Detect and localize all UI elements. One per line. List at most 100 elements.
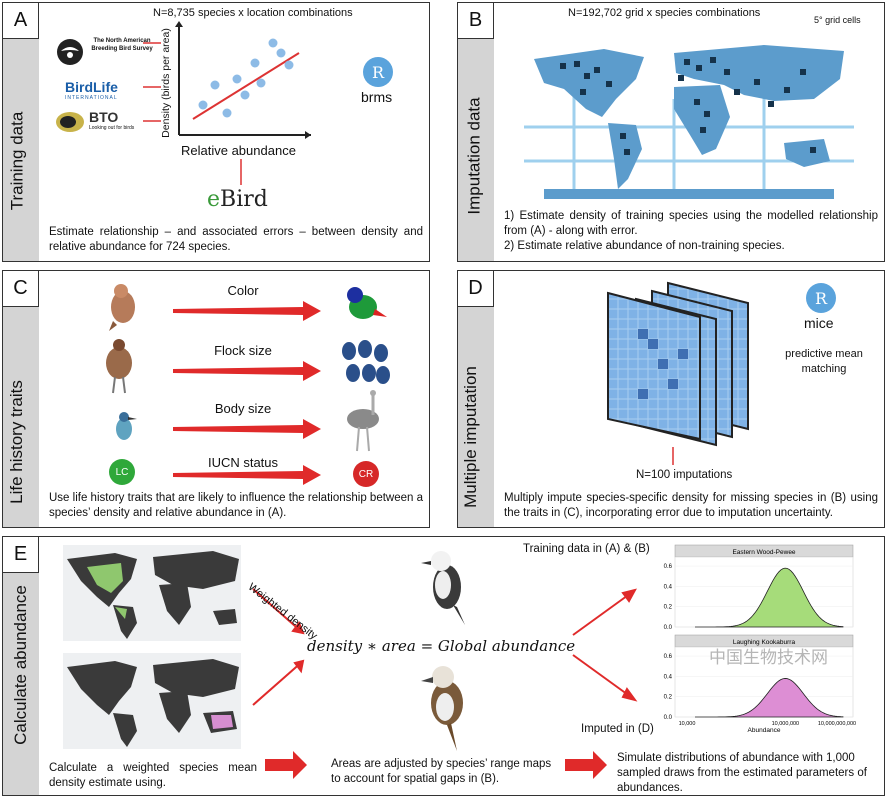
imputed-label: Imputed in (D) (581, 723, 654, 735)
panel-b-header: N=192,702 grid x species combinations (568, 7, 761, 19)
y-tick-label: 0.0 (664, 625, 673, 631)
bto-text: BTO (89, 109, 119, 125)
panel-b-sidebar: Imputation data (458, 3, 494, 261)
data-point (198, 100, 208, 110)
x-axis-label: Relative abundance (181, 143, 296, 158)
bto-logo: BTO Looking out for birds (55, 109, 155, 135)
density-charts: Eastern Wood-Pewee 0.0 0.2 0.4 0.6 Laughing K… (664, 544, 856, 734)
kingfisher-icon (116, 412, 137, 440)
ebird-logo: eBird (207, 187, 268, 212)
nabbs-logo: The North American Breeding Bird Survey (55, 35, 155, 71)
data-point (222, 108, 232, 118)
imputation-stack-icon (607, 281, 749, 447)
woodpecker-icon (421, 551, 465, 625)
training-data-label: Training data in (A) & (B) (523, 543, 650, 555)
y-tick-label: 0.0 (664, 715, 673, 721)
panel-c-caption: Use life history traits that are likely … (49, 492, 423, 519)
imputation-count: N=100 imputations (636, 469, 733, 481)
panel-b: Imputation data B N=192,702 grid x speci… (457, 2, 885, 262)
panel-b-side-label: Imputation data (464, 97, 484, 215)
facet-title: Laughing Kookaburra (733, 639, 796, 646)
data-point (268, 38, 278, 48)
panel-a: Training data A N=8,735 species x locati… (2, 2, 430, 262)
watermark: 中国生物技术网 (709, 648, 828, 667)
data-point (240, 90, 250, 100)
trait-label: Body size (214, 401, 272, 416)
lc-badge: LC (109, 459, 135, 485)
panel-b-caption-1: 1) Estimate density of training species … (504, 210, 878, 237)
bto-bird-icon (56, 112, 84, 132)
density-curve (695, 567, 844, 628)
y-axis-label: Density (birds per area) (160, 28, 172, 138)
scatter-plot (175, 21, 311, 139)
e-arrows (252, 588, 638, 779)
x-axis-title: Abundance (748, 727, 781, 734)
panel-a-caption: Estimate relationship – and associated e… (49, 226, 423, 253)
facet-title: Eastern Wood-Pewee (732, 549, 795, 556)
brms-label: brms (361, 89, 393, 105)
abundance-equation: density ∗ area = Global abundance (307, 637, 576, 655)
panel-a-letter: A (3, 3, 39, 39)
method-label: predictive mean matching (785, 348, 863, 375)
nabbs-text: The North American Breeding Bird Survey (91, 38, 153, 52)
y-tick-label: 0.6 (664, 564, 673, 570)
eagle-icon (57, 39, 83, 65)
grid-note: 5° grid cells (814, 15, 861, 25)
panel-d-sidebar: Multiple imputation (458, 271, 494, 527)
birdlife-logo: BirdLife INTERNATIONAL (65, 79, 155, 105)
crake-bird-icon (106, 339, 132, 394)
r-logo-icon: R (806, 283, 836, 313)
kookaburra-icon (421, 666, 463, 751)
panel-e-sidebar: Calculate abundance (3, 537, 39, 795)
panel-a-header: N=8,735 species x location combinations (153, 7, 353, 19)
cr-badge: CR (353, 461, 379, 487)
birdlife-sub: INTERNATIONAL (65, 95, 118, 101)
panel-c-sidebar: Life history traits (3, 271, 39, 527)
trait-arrows (173, 301, 321, 485)
swallow-flock-icon (342, 340, 390, 384)
x-tick-label: 10,000,000 (772, 721, 800, 727)
mice-label: mice (804, 315, 834, 331)
e-step-1: Calculate a weighted species mean densit… (49, 762, 257, 789)
trait-label: Flock size (214, 343, 272, 358)
y-tick-label: 0.6 (664, 654, 673, 660)
r-logo-icon: R (363, 57, 393, 87)
logo-connectors (143, 42, 242, 185)
world-grid-map (524, 45, 854, 199)
panel-a-sidebar: Training data (3, 3, 39, 261)
bto-sub: Looking out for birds (89, 125, 135, 131)
range-map-americas (63, 545, 241, 641)
data-point (284, 60, 294, 70)
y-tick-label: 0.4 (664, 584, 673, 590)
panel-e: Calculate abundance E (2, 536, 885, 796)
e-step-2: Areas are adjusted by species’ range map… (331, 758, 552, 785)
imputation-connector (672, 447, 674, 465)
data-point (256, 78, 266, 88)
panel-d: Multiple imputation D N=100 imputations … (457, 270, 885, 528)
panel-d-letter: D (458, 271, 494, 307)
ostrich-icon (347, 390, 379, 452)
birdlife-text: BirdLife (65, 79, 118, 95)
ebird-bird: Bird (220, 187, 268, 212)
trait-label: Color (227, 283, 259, 298)
tanager-icon (347, 287, 387, 319)
density-curve (695, 678, 844, 718)
x-tick-label: 10,000,000,000 (818, 721, 856, 727)
data-point (232, 74, 242, 84)
panel-b-letter: B (458, 3, 494, 39)
y-tick-label: 0.4 (664, 674, 673, 680)
panel-e-letter: E (3, 537, 39, 573)
data-point (210, 80, 220, 90)
data-point (250, 58, 260, 68)
panel-c: Life history traits C Color Flock size B… (2, 270, 430, 528)
panel-d-caption: Multiply impute species-specific density… (504, 492, 878, 519)
ebird-e: e (207, 187, 221, 212)
panel-d-side-label: Multiple imputation (460, 366, 480, 508)
y-tick-label: 0.2 (664, 605, 673, 611)
range-map-australia (63, 653, 241, 749)
e-step-3: Simulate distributions of abundance with… (617, 752, 867, 794)
y-tick-label: 0.2 (664, 695, 673, 701)
panel-c-letter: C (3, 271, 39, 307)
data-point (276, 48, 286, 58)
trait-label: IUCN status (207, 455, 279, 470)
